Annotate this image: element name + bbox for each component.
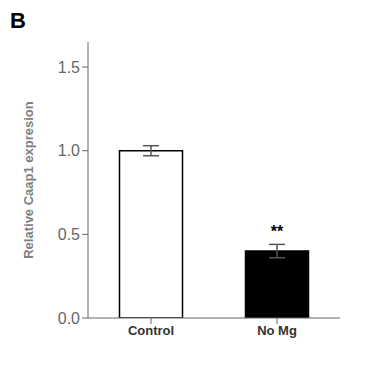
svg-text:Control: Control bbox=[128, 323, 174, 338]
svg-text:No Mg: No Mg bbox=[257, 323, 297, 338]
svg-text:0.5: 0.5 bbox=[58, 226, 80, 243]
html-text:B: B bbox=[10, 8, 26, 33]
svg-text:1.5: 1.5 bbox=[58, 59, 80, 76]
svg-text:**: ** bbox=[271, 223, 284, 240]
svg-text:0.0: 0.0 bbox=[58, 310, 80, 327]
svg-text:1.0: 1.0 bbox=[58, 142, 80, 159]
svg-text:Relative Caap1 expresion: Relative Caap1 expresion bbox=[21, 101, 36, 259]
